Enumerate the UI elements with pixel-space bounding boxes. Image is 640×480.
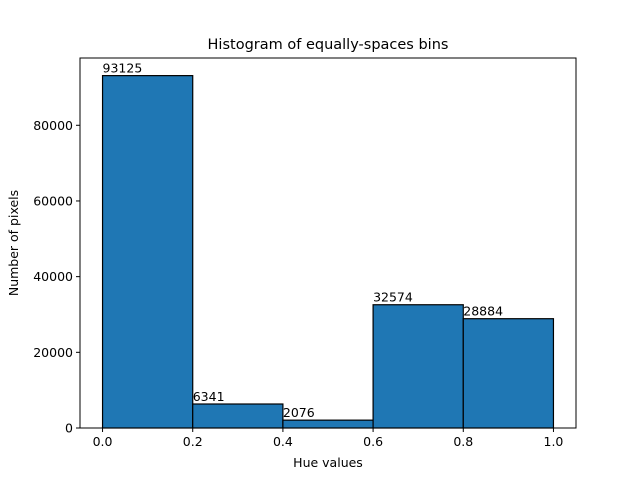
y-tick-label-2: 20000	[33, 345, 73, 360]
histogram-bar-1	[101, 75, 194, 429]
y-axis-ticks: 0 20000 40000 60000 80000	[33, 118, 80, 436]
x-tick-label-4: 0.6	[363, 434, 383, 449]
chart-title: Histogram of equally-spaces bins	[208, 37, 449, 53]
y-tick-label-3: 40000	[33, 269, 73, 284]
x-tick-label-5: 0.8	[453, 434, 473, 449]
y-axis-label: Number of pixels	[6, 190, 21, 296]
bar-value-label-1: 93125	[103, 61, 143, 76]
plot-frame	[79, 57, 577, 429]
x-tick-label-2: 0.2	[183, 434, 203, 449]
y-tick-label-4: 60000	[33, 193, 73, 208]
histogram-bar-2	[192, 403, 284, 429]
x-tick-label-6: 1.0	[544, 434, 564, 449]
bar-value-label-5: 28884	[463, 304, 503, 319]
x-axis-ticks: 0.0 0.2 0.4 0.6 0.8 1.0	[93, 428, 564, 449]
x-tick-label-3: 0.4	[273, 434, 293, 449]
bar-value-label-4: 32574	[373, 290, 413, 305]
bar-value-label-3: 2076	[283, 405, 315, 420]
histogram-bar-5	[462, 318, 555, 429]
bar-value-label-2: 6341	[193, 389, 225, 404]
histogram-bar-4	[372, 304, 464, 429]
x-tick-label-1: 0.0	[93, 434, 113, 449]
x-axis-label: Hue values	[293, 455, 363, 470]
data-labels-group: 93125 6341 2076 32574 28884	[103, 61, 504, 421]
y-tick-label-5: 80000	[33, 118, 73, 133]
bars-group	[101, 75, 555, 429]
histogram-bar-3	[282, 419, 374, 429]
y-tick-label-1: 0	[65, 421, 73, 436]
